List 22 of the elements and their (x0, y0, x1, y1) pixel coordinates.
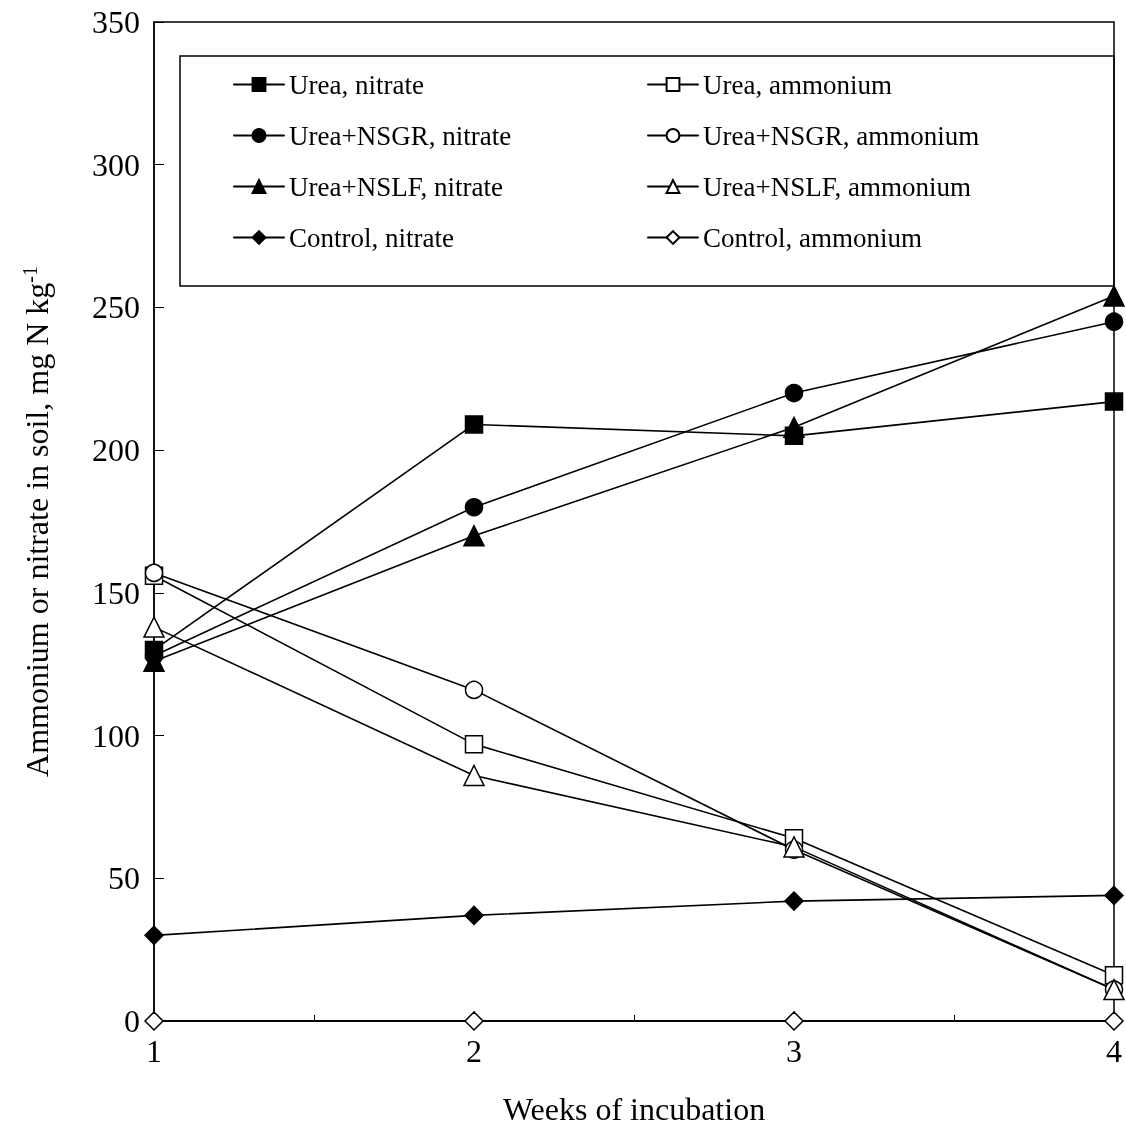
legend-label: Control, nitrate (289, 222, 454, 253)
y-tick-label: 100 (92, 717, 140, 754)
x-axis-title: Weeks of incubation (502, 1091, 766, 1127)
legend-label: Urea+NSGR, ammonium (703, 120, 980, 151)
legend-label: Urea+NSGR, nitrate (289, 120, 512, 151)
x-tick-label: 1 (146, 1033, 162, 1069)
y-tick-label: 50 (108, 860, 140, 897)
y-tick-label: 350 (92, 4, 140, 40)
legend-label: Urea, nitrate (289, 69, 424, 100)
y-axis-title: Ammonium or nitrate in soil, mg N kg-1 (19, 266, 55, 777)
x-tick-label: 3 (786, 1033, 802, 1069)
legend-label: Urea+NSLF, nitrate (289, 171, 504, 202)
y-tick-label: 150 (92, 574, 140, 611)
y-tick-label: 300 (92, 146, 140, 183)
x-tick-label: 4 (1106, 1033, 1122, 1069)
y-tick-label: 0 (124, 1003, 140, 1039)
x-tick-label: 2 (466, 1033, 482, 1069)
legend-label: Control, ammonium (703, 222, 922, 253)
y-tick-label: 250 (92, 289, 140, 326)
legend-label: Urea+NSLF, ammonium (703, 171, 972, 202)
y-tick-label: 200 (92, 432, 140, 469)
legend-label: Urea, ammonium (703, 69, 892, 100)
